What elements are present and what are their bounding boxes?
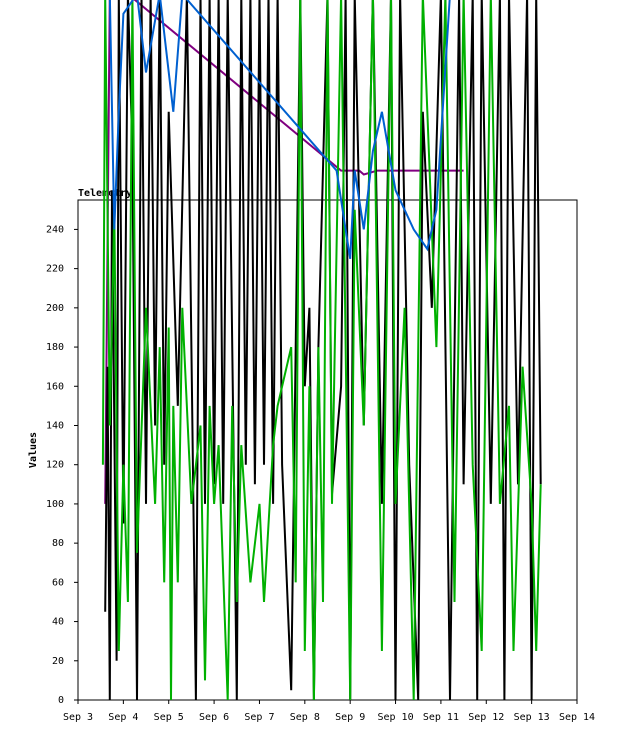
x-tick-label: Sep 13 <box>514 712 550 723</box>
y-tick-label: 160 <box>46 381 64 392</box>
y-tick-label: 240 <box>46 224 64 235</box>
series-line <box>101 0 542 701</box>
y-tick-label: 100 <box>46 499 64 510</box>
x-tick-label: Sep 5 <box>154 712 184 723</box>
x-tick-label: Sep 14 <box>559 712 595 723</box>
y-tick-label: 20 <box>52 656 64 667</box>
y-tick-label: 40 <box>52 617 64 628</box>
x-tick-label: Sep 4 <box>108 712 138 723</box>
y-tick-label: 0 <box>58 695 64 706</box>
x-tick-label: Sep 10 <box>377 712 413 723</box>
x-tick-label: Sep 9 <box>335 712 365 723</box>
y-tick-label: 200 <box>46 303 64 314</box>
x-tick-label: Sep 7 <box>244 712 274 723</box>
x-tick-label: Sep 3 <box>63 712 93 723</box>
y-tick-label: 60 <box>52 577 64 588</box>
plot-frame <box>77 199 578 701</box>
series-line <box>108 0 451 259</box>
x-tick-label: Sep 11 <box>423 712 459 723</box>
x-tick-label: Sep 8 <box>290 712 320 723</box>
x-tick-label: Sep 12 <box>468 712 504 723</box>
y-tick-label: 120 <box>46 460 64 471</box>
x-tick-label: Sep 6 <box>199 712 229 723</box>
y-tick-label: 80 <box>52 538 64 549</box>
y-tick-label: 220 <box>46 264 64 275</box>
y-axis-label: Values <box>28 432 39 468</box>
y-tick-label: 180 <box>46 342 64 353</box>
y-tick-label: 140 <box>46 420 64 431</box>
